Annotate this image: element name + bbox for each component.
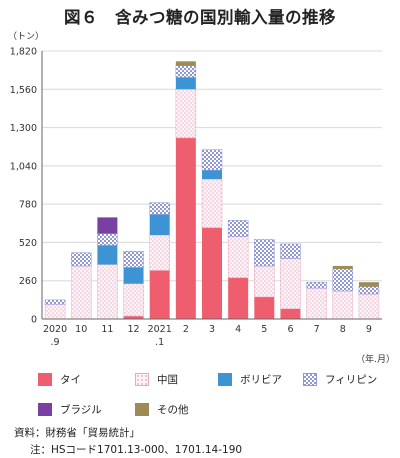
y-tick-label: 780 [19, 200, 37, 211]
bar-segment [149, 234, 170, 271]
y-tick-label: 1,560 [10, 85, 37, 96]
x-tick-label-sub: .9 [51, 337, 60, 348]
legend-item: その他 [135, 402, 189, 417]
x-tick-label: 9 [366, 324, 372, 335]
bar-segment [332, 265, 353, 269]
y-tick-label: 0 [31, 315, 37, 326]
legend-label: 中国 [157, 374, 178, 386]
bar-segment [201, 178, 223, 228]
x-tick-label: 8 [340, 324, 346, 335]
bar-segment [332, 268, 354, 292]
legend-swatch [135, 373, 149, 386]
bar-segment [44, 299, 66, 305]
bar-segment [280, 243, 301, 259]
bar-segment [44, 304, 66, 320]
chart: （トン） （年.月） 0 260 520 780 1,040 1,300 1,560 1,82… [8, 31, 395, 365]
x-tick-label: 2 [183, 324, 189, 335]
legend-item: タイ [38, 372, 81, 387]
legend: タイ 中国 ボリビア フィリピン [0, 372, 400, 388]
legend-swatch [218, 373, 232, 386]
x-tick-label: 2020 [43, 324, 67, 335]
bar-segment [175, 61, 196, 66]
bar-segment [358, 293, 380, 320]
y-tick-label: 260 [19, 276, 37, 287]
legend-swatch [38, 403, 52, 416]
bar-segment [227, 220, 249, 237]
x-axis-unit: （年.月） [356, 353, 395, 365]
legend: ブラジル その他 [0, 402, 400, 418]
bar-segment [149, 202, 170, 215]
source-note: 資料：財務省「貿易統計」 [14, 427, 140, 439]
chart-title: 図６ 含みつ糖の国別輸入量の推移 [64, 8, 336, 27]
bar-segment [123, 267, 144, 284]
x-tick-label: 4 [235, 324, 241, 335]
bar-segment [97, 217, 118, 234]
bar-segment [358, 282, 379, 287]
bar-segment [175, 65, 197, 78]
legend-swatch [38, 373, 52, 386]
bar-segment [202, 227, 222, 319]
legend-label: ボリビア [240, 374, 282, 386]
bar-segment [228, 277, 249, 319]
x-tick-label: 12 [127, 324, 139, 335]
bar-segment [123, 316, 144, 319]
bar-segment [358, 286, 380, 295]
bar-segment [70, 265, 92, 320]
y-axis-unit: （トン） [8, 31, 44, 42]
bar-segment [201, 149, 223, 171]
bar-segment [227, 236, 249, 279]
legend-item: フィリピン [303, 372, 377, 387]
bar-segment [254, 296, 275, 319]
x-tick-label: 6 [287, 324, 293, 335]
legend-swatch [303, 373, 317, 386]
legend-swatch [135, 403, 149, 416]
bar-segment [97, 245, 118, 265]
x-tick-label: 2021 [148, 324, 172, 335]
legend-label: その他 [157, 404, 189, 416]
y-tick-label: 520 [19, 238, 37, 249]
bar-segment [306, 281, 327, 289]
legend-item: 中国 [135, 372, 178, 387]
footnote: 注：HSコード1701.13-000、1701.14-190 [30, 444, 243, 456]
bar-segment [123, 283, 144, 317]
legend-item: ボリビア [218, 372, 282, 387]
x-tick-label: 5 [261, 324, 267, 335]
bar-segment [332, 290, 354, 320]
x-tick-label: 3 [209, 324, 215, 335]
y-tick-label: 1,820 [10, 47, 37, 58]
x-tick-label: 7 [314, 324, 320, 335]
y-tick-label: 1,300 [10, 123, 37, 134]
bar-segment [149, 270, 170, 319]
legend-label: ブラジル [60, 404, 102, 416]
bar-segment [202, 170, 222, 180]
bar-segment [123, 251, 144, 268]
bar-segment [175, 77, 196, 90]
x-tick-label-sub: .1 [155, 337, 164, 348]
bar-segment [175, 89, 197, 139]
legend-label: フィリピン [325, 374, 378, 386]
legend-item: ブラジル [38, 402, 102, 417]
x-tick-label: 10 [75, 324, 87, 335]
legend-label: タイ [60, 374, 81, 386]
bar-segment [97, 264, 118, 320]
bar-segment [97, 233, 118, 246]
bar-segment [280, 308, 301, 319]
bar-segment [175, 137, 196, 319]
x-tick-label: 11 [101, 324, 113, 335]
bar-segment [306, 287, 327, 320]
y-tick-label: 1,040 [10, 161, 37, 172]
bar-segment [280, 258, 301, 309]
bar-segment [254, 265, 275, 298]
bar-segment [149, 214, 170, 236]
bar-segment [70, 252, 92, 267]
bar-segment [254, 239, 275, 267]
